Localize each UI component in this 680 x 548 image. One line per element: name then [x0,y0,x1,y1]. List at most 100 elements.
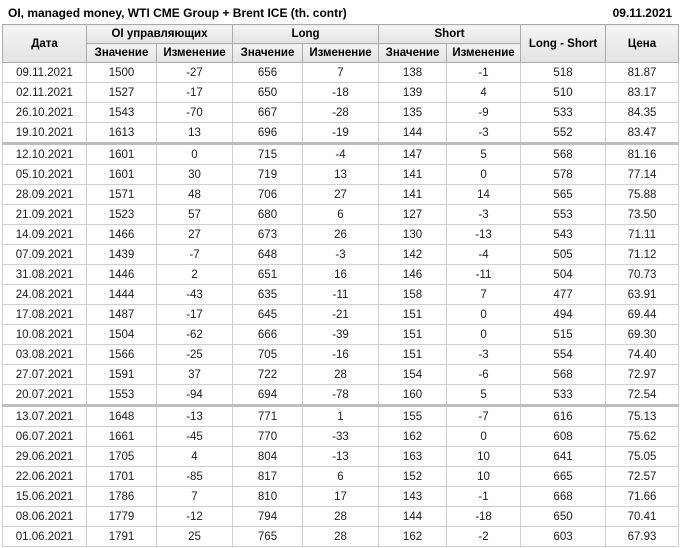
col-header-long-value: Значение [232,43,303,63]
short-value-cell: 152 [378,466,448,487]
date-cell: 21.09.2021 [2,204,87,225]
oi-change-cell: 13 [156,122,233,145]
long-change-cell: -13 [301,446,380,467]
long-short-cell: 543 [520,224,607,245]
oi-value-cell: 1701 [86,466,157,487]
long-short-cell: 668 [520,486,607,507]
long-change-cell: -4 [301,143,380,165]
long-change-cell: 28 [301,364,380,385]
oi-value-cell: 1791 [86,526,157,547]
oi-change-cell: 27 [156,224,233,245]
short-value-cell: 139 [378,82,448,103]
price-cell: 70.73 [605,264,680,285]
table-row: 03.08.2021 1566 -25 705 -16 151 -3 554 74.40 [2,344,680,365]
price-cell: 75.62 [605,426,680,447]
oi-value-cell: 1601 [86,143,157,165]
long-value-cell: 651 [232,264,303,285]
short-change-cell: 0 [446,426,522,447]
price-cell: 84.35 [605,102,680,123]
table-row: 02.11.2021 1527 -17 650 -18 139 4 510 83.17 [2,82,680,103]
long-value-cell: 696 [232,122,303,145]
short-value-cell: 162 [378,526,448,547]
long-short-cell: 554 [520,344,607,365]
table-row: 28.09.2021 1571 48 706 27 141 14 565 75.88 [2,184,680,205]
short-change-cell: -3 [446,344,522,365]
price-cell: 71.12 [605,244,680,265]
date-cell: 28.09.2021 [2,184,87,205]
oi-change-cell: -85 [156,466,233,487]
table-row: 22.06.2021 1701 -85 817 6 152 10 665 72.57 [2,466,680,487]
date-cell: 14.09.2021 [2,224,87,245]
price-cell: 71.66 [605,486,680,507]
date-cell: 22.06.2021 [2,466,87,487]
oi-value-cell: 1487 [86,304,157,325]
price-cell: 69.44 [605,304,680,325]
long-change-cell: -18 [301,82,380,103]
long-short-cell: 505 [520,244,607,265]
table-row: 06.07.2021 1661 -45 770 -33 162 0 608 75.62 [2,426,680,447]
table-row: 13.07.2021 1648 -13 771 1 155 -7 616 75.13 [2,405,680,427]
oi-change-cell: -43 [156,284,233,305]
col-header-price: Цена [605,24,680,63]
long-change-cell: -3 [301,244,380,265]
oi-value-cell: 1439 [86,244,157,265]
price-cell: 74.40 [605,344,680,365]
long-short-cell: 515 [520,324,607,345]
oi-value-cell: 1523 [86,204,157,225]
table-row: 21.09.2021 1523 57 680 6 127 -3 553 73.50 [2,204,680,225]
price-cell: 72.54 [605,384,680,407]
long-change-cell: -16 [301,344,380,365]
short-value-cell: 142 [378,244,448,265]
short-change-cell: 5 [446,384,522,407]
date-cell: 31.08.2021 [2,264,87,285]
long-value-cell: 705 [232,344,303,365]
short-value-cell: 141 [378,184,448,205]
report-date: 09.11.2021 [612,6,672,20]
date-cell: 29.06.2021 [2,446,87,467]
price-cell: 72.57 [605,466,680,487]
long-change-cell: 7 [301,62,380,83]
long-change-cell: 28 [301,506,380,527]
oi-change-cell: 4 [156,446,233,467]
date-cell: 02.11.2021 [2,82,87,103]
table-row: 24.08.2021 1444 -43 635 -11 158 7 477 63.91 [2,284,680,305]
price-cell: 77.14 [605,164,680,185]
short-value-cell: 151 [378,304,448,325]
date-cell: 13.07.2021 [2,405,87,427]
col-header-oi-value: Значение [86,43,157,63]
table-row: 01.06.2021 1791 25 765 28 162 -2 603 67.93 [2,526,680,547]
long-short-cell: 578 [520,164,607,185]
long-value-cell: 765 [232,526,303,547]
oi-value-cell: 1648 [86,405,157,427]
price-cell: 72.97 [605,364,680,385]
long-short-cell: 603 [520,526,607,547]
short-value-cell: 130 [378,224,448,245]
oi-change-cell: -12 [156,506,233,527]
table-row: 17.08.2021 1487 -17 645 -21 151 0 494 69.44 [2,304,680,325]
long-value-cell: 770 [232,426,303,447]
oi-value-cell: 1543 [86,102,157,123]
long-short-cell: 568 [520,364,607,385]
long-change-cell: -28 [301,102,380,123]
price-cell: 81.16 [605,143,680,165]
long-change-cell: 28 [301,526,380,547]
short-change-cell: -6 [446,364,522,385]
long-value-cell: 666 [232,324,303,345]
short-change-cell: 0 [446,164,522,185]
oi-change-cell: -17 [156,304,233,325]
price-cell: 75.13 [605,405,680,427]
title-bar: OI, managed money, WTI CME Group + Brent… [0,0,680,23]
short-value-cell: 127 [378,204,448,225]
table-row: 31.08.2021 1446 2 651 16 146 -11 504 70.73 [2,264,680,285]
long-change-cell: 13 [301,164,380,185]
long-value-cell: 680 [232,204,303,225]
table-row: 19.10.2021 1613 13 696 -19 144 -3 552 83.47 [2,122,680,145]
short-value-cell: 141 [378,164,448,185]
oi-change-cell: -13 [156,405,233,427]
long-short-cell: 518 [520,62,607,83]
long-short-cell: 565 [520,184,607,205]
oi-value-cell: 1566 [86,344,157,365]
oi-value-cell: 1571 [86,184,157,205]
page-title: OI, managed money, WTI CME Group + Brent… [8,6,347,20]
short-value-cell: 154 [378,364,448,385]
